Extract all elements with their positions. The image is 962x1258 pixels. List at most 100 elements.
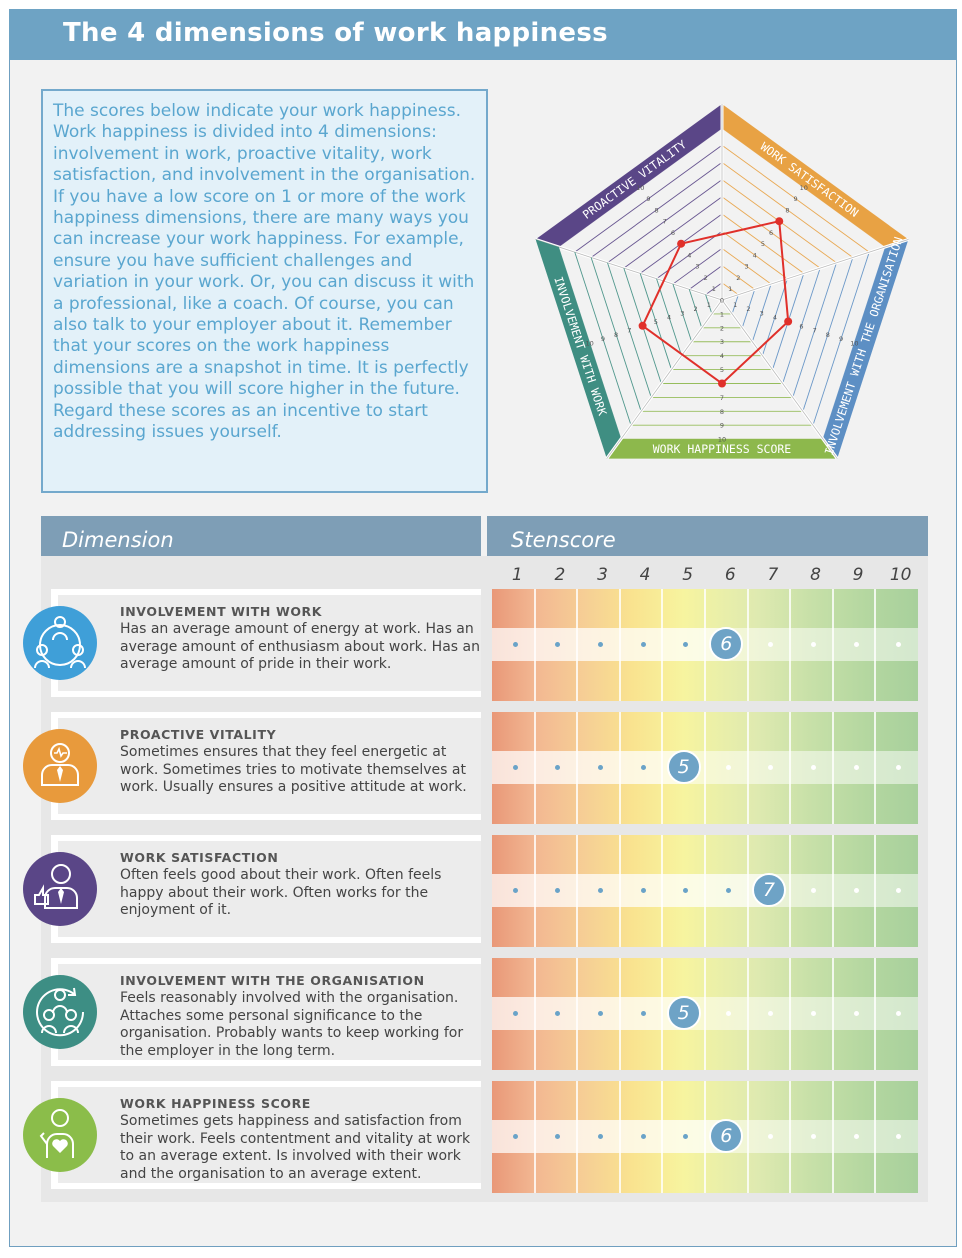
radar-gridline <box>822 246 887 440</box>
scale-gridline <box>831 712 834 824</box>
radar-axis-label: WORK HAPPINESS SCORE <box>653 442 792 456</box>
scale-gridline <box>874 712 877 824</box>
scale-gridline <box>746 958 749 1070</box>
scale-dot <box>896 888 902 893</box>
radar-band-3 <box>606 439 838 459</box>
radar-band-4 <box>535 239 621 459</box>
scale-gridline <box>618 589 621 701</box>
scale-dot <box>768 1134 774 1139</box>
radar-gridline <box>721 213 805 274</box>
scale-gridline <box>831 958 834 1070</box>
radar-gridline <box>792 262 837 398</box>
intro-box: The scores below indicate your work happ… <box>41 89 488 493</box>
radar-tick-label: 9 <box>839 335 843 343</box>
radar-tick-label: 2 <box>736 274 740 282</box>
radar-tick-label: 2 <box>704 274 708 282</box>
scale-dot <box>768 765 774 770</box>
scale-dot <box>683 888 689 893</box>
scale-dot <box>853 765 859 770</box>
radar-tick-label: 9 <box>794 195 798 203</box>
radar-gridline <box>812 252 870 426</box>
radar-tick-label: 8 <box>654 206 658 214</box>
radar-gridline <box>731 294 739 315</box>
row-text-panel: INVOLVEMENT WITH WORK Has an average amo… <box>58 595 481 691</box>
radar-tick-label: 1 <box>712 285 716 293</box>
dimension-row: WORK HAPPINESS SCORE Sometimes gets happ… <box>51 1081 481 1189</box>
scale-dot <box>853 1011 859 1016</box>
scale-dot <box>853 888 859 893</box>
radar-tick-label: 9 <box>720 422 724 430</box>
scale-dot <box>512 642 518 647</box>
dimension-row: PROACTIVE VITALITY Sometimes ensures tha… <box>51 712 481 820</box>
radar-gridline <box>721 230 788 280</box>
radar-tick-label: 10 <box>800 184 808 192</box>
scale-dot <box>811 765 816 770</box>
stenscore-bar: 5 <box>492 712 918 824</box>
radar-tick-label: 2 <box>746 305 750 313</box>
radar-series-line <box>641 219 790 385</box>
radar-tick-label: 8 <box>785 206 789 214</box>
radar-tick-label: 7 <box>813 327 817 335</box>
scale-gridline <box>576 589 579 701</box>
radar-tick-label: 9 <box>646 195 650 203</box>
stenscore-bar: 7 <box>492 835 918 947</box>
scale-gridline <box>576 835 579 947</box>
radar-gridline <box>751 283 772 342</box>
radar-tick-label: 1 <box>707 301 711 309</box>
radar-axis-label: WORK SATISFACTION <box>758 139 862 220</box>
radar-spoke <box>606 299 723 459</box>
heart-person-icon <box>23 1098 97 1172</box>
row-text-panel: WORK HAPPINESS SCORE Sometimes gets happ… <box>58 1087 481 1183</box>
scale-gridline <box>789 712 792 824</box>
scale-gridline <box>704 589 706 701</box>
scale-gridline <box>618 1081 621 1193</box>
radar-tick-label: 4 <box>720 352 724 360</box>
radar-gridline <box>607 262 652 398</box>
radar-gridline <box>705 282 723 296</box>
radar-tick-label: 8 <box>614 331 618 339</box>
score-badge: 5 <box>666 750 701 784</box>
radar-tick-label: 9 <box>601 335 605 343</box>
scale-gridline <box>831 835 834 947</box>
radar-band-1 <box>722 104 909 247</box>
stenscore-column-header: Stenscore <box>487 516 928 556</box>
scale-gridline <box>704 835 706 947</box>
scale-dot <box>853 1134 859 1139</box>
dimension-title: WORK HAPPINESS SCORE <box>120 1096 311 1111</box>
scale-dot <box>598 1011 603 1016</box>
row-text-panel: WORK SATISFACTION Often feels good about… <box>58 841 481 937</box>
group-network-icon <box>23 606 97 680</box>
dimension-row: INVOLVEMENT WITH WORK Has an average amo… <box>51 589 481 697</box>
radar-gridline <box>574 252 632 426</box>
scale-number-7: 7 <box>767 565 779 585</box>
radar-gridline <box>590 162 723 258</box>
score-fill <box>492 751 684 784</box>
scale-gridline <box>704 1081 706 1193</box>
page-title: The 4 dimensions of work happiness <box>63 18 608 48</box>
scale-dot <box>896 1011 902 1016</box>
radar-gridline <box>721 282 739 296</box>
scale-number-9: 9 <box>852 565 864 585</box>
thumbs-up-person-icon <box>23 852 97 926</box>
radar-tick-label: 3 <box>760 309 764 317</box>
scale-dot <box>640 765 646 770</box>
scale-dot <box>768 1011 774 1016</box>
radar-tick-label: 6 <box>799 322 803 330</box>
scale-dot <box>555 888 561 893</box>
scale-dot <box>683 642 689 647</box>
scale-dot <box>896 765 902 770</box>
scale-gridline <box>704 958 706 1070</box>
radar-tick-label: 8 <box>826 331 830 339</box>
radar-tick-label: 5 <box>761 240 765 248</box>
scale-gridline <box>533 589 536 701</box>
radar-tick-label: 6 <box>671 229 675 237</box>
radar-gridline <box>721 248 772 285</box>
score-fill <box>492 628 727 661</box>
scale-dot <box>640 1011 646 1016</box>
radar-tick-label: 3 <box>744 263 748 271</box>
scale-dot <box>811 642 816 647</box>
scale-gridline <box>746 1081 749 1193</box>
radar-gridline <box>607 179 723 264</box>
dimension-description: Sometimes gets happiness and satisfactio… <box>120 1113 471 1182</box>
dimension-title: WORK SATISFACTION <box>120 850 279 865</box>
